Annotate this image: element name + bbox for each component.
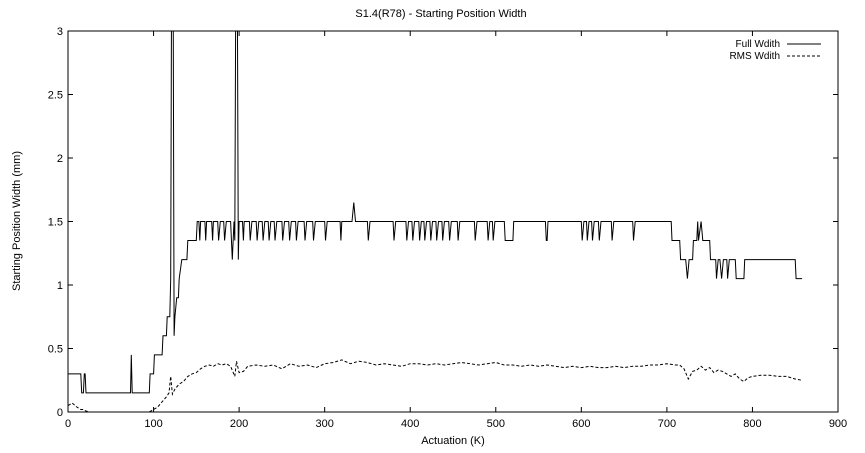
x-tick-label: 200: [230, 418, 248, 430]
legend-label-full-width: Full Wdith: [736, 39, 780, 50]
plot-area: 0 100 200 300 400 500 600 700 800 900 0 0.5 1 1.5 2 2.…: [48, 26, 847, 430]
series-line-full-width: [68, 31, 803, 394]
chart-title: S1.4(R78) - Starting Position Width: [355, 8, 526, 20]
y-axis-label: Starting Position Width (mm): [11, 151, 23, 291]
y-axis-ticks: 0 0.5 1 1.5 2 2.5 3: [48, 26, 838, 419]
y-tick-label: 1: [57, 280, 63, 292]
x-tick-label: 300: [315, 418, 333, 430]
x-tick-label: 500: [487, 418, 505, 430]
x-axis-ticks: 0 100 200 300 400 500 600 700 800 900: [65, 31, 847, 430]
y-tick-label: 0: [57, 407, 63, 419]
x-tick-label: 700: [658, 418, 676, 430]
x-tick-label: 900: [829, 418, 847, 430]
y-tick-label: 3: [57, 26, 63, 38]
y-tick-label: 0.5: [48, 344, 63, 356]
x-tick-label: 400: [401, 418, 419, 430]
x-tick-label: 100: [144, 418, 162, 430]
x-tick-label: 0: [65, 418, 71, 430]
series-layer: [68, 31, 803, 412]
y-tick-label: 2: [57, 153, 63, 165]
legend-label-rms-width: RMS Wdith: [729, 51, 780, 62]
y-tick-label: 2.5: [48, 90, 63, 102]
x-tick-label: 600: [572, 418, 590, 430]
series-line-rms-width: [68, 359, 803, 412]
x-axis-label: Actuation (K): [421, 435, 485, 447]
y-tick-label: 1.5: [48, 217, 63, 229]
x-tick-label: 800: [743, 418, 761, 430]
legend: Full Wdith RMS Wdith: [729, 39, 821, 62]
